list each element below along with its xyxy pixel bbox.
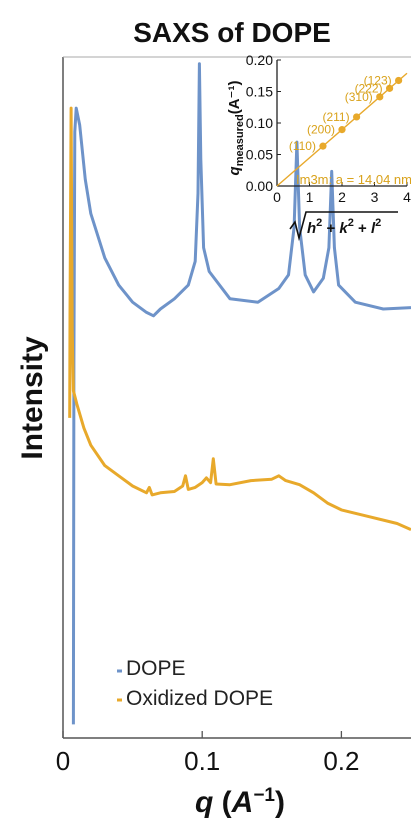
inset-point: [385, 84, 394, 92]
chart-title: SAXS of DOPE: [133, 17, 331, 48]
legend: DOPE Oxidized DOPE: [117, 657, 273, 710]
legend-label-dope: DOPE: [126, 657, 186, 680]
series-line-oxidized-dope: [68, 106, 411, 531]
x-tick-label: 0.1: [184, 746, 220, 776]
main-series-group: [68, 62, 411, 725]
inset-y-label-sub: measured: [234, 114, 246, 166]
x-tick-label: 0: [56, 746, 70, 776]
inset-x-tick-label: 2: [338, 189, 346, 205]
sqrt-symbol: [289, 211, 398, 242]
inset-x-label-text: h2 + k2 + l2: [307, 217, 381, 237]
inset-point-label: (200): [307, 123, 335, 137]
inset-x-tick-label: 4: [403, 189, 411, 205]
inset-y-tick-label: 0.15: [246, 84, 273, 100]
inset-ticks: 0 1 2 3 4 0.00 0.05 0.10 0.15 0.20: [246, 52, 411, 205]
inset-point: [352, 113, 361, 121]
inset-point: [338, 126, 346, 134]
inset-point-label: (123): [364, 73, 392, 87]
series-line-dope: [71, 62, 411, 725]
inset-y-label-main: q: [226, 166, 243, 175]
inset-point: [376, 93, 384, 101]
inset-point-label: (211): [322, 110, 349, 124]
inset-point-label: (222): [355, 81, 383, 95]
inset-y-tick-label: 0.05: [246, 147, 273, 163]
inset-x-tick-label: 1: [306, 189, 314, 205]
x-ticks: 0 0.1 0.2: [56, 731, 359, 776]
inset-x-axis-label: h2 + k2 + l2: [289, 211, 398, 242]
x-tick-label: 0.2: [323, 746, 359, 776]
y-axis-label: Intensity: [16, 336, 49, 460]
inset-x-tick-label: 3: [371, 189, 379, 205]
inset-point-label: (310): [345, 90, 373, 104]
inset-series: (110) (200)(211) (310)(222)(123): [276, 72, 408, 187]
inset-x-tick-label: 0: [273, 189, 281, 205]
inset-y-axis-label: qmeasured(A⁻¹): [226, 81, 246, 176]
x-axis-label: q (A−1): [195, 785, 285, 819]
inset-y-label-unit: (A⁻¹): [226, 81, 243, 115]
inset-chart: 0 1 2 3 4 0.00 0.05 0.10 0.15 0.20 (110) (200)(211…: [226, 52, 411, 242]
inset-y-tick-label: 0.00: [246, 178, 273, 194]
inset-y-tick-label: 0.20: [246, 52, 273, 68]
legend-label-oxidized: Oxidized DOPE: [126, 687, 273, 710]
inset-annotation: Im3m: a = 14.04 nm: [296, 172, 411, 187]
inset-point: [395, 76, 403, 85]
inset-point-label: (110): [289, 139, 316, 153]
inset-y-tick-label: 0.10: [246, 115, 273, 131]
main-axes: [62, 56, 411, 739]
inset-point: [319, 142, 327, 150]
